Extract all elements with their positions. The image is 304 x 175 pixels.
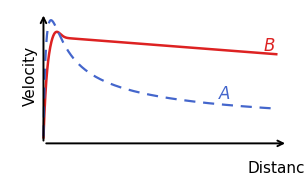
Text: B: B <box>264 37 275 55</box>
Text: Velocity: Velocity <box>23 46 38 107</box>
Text: Distance: Distance <box>247 161 304 175</box>
Text: A: A <box>219 85 231 103</box>
